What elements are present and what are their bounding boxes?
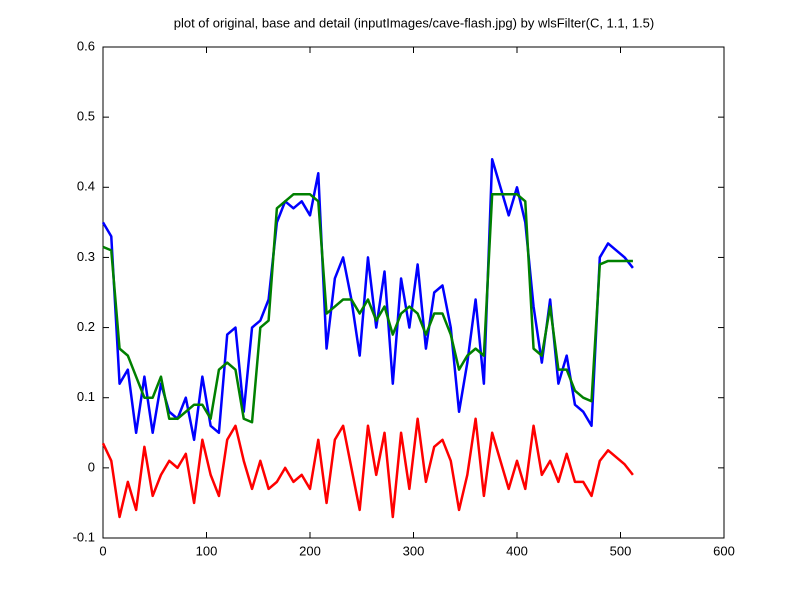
y-tick-label: 0.3: [77, 249, 95, 264]
chart-title: plot of original, base and detail (input…: [174, 15, 655, 30]
x-tick-label: 0: [99, 543, 106, 558]
x-tick-label: 500: [610, 543, 632, 558]
y-tick-label: 0.1: [77, 389, 95, 404]
series-line: [101, 417, 634, 519]
y-tick-label: -0.1: [73, 529, 95, 544]
x-tick-label: 300: [403, 543, 425, 558]
x-tick-label: 200: [299, 543, 321, 558]
x-tick-label: 400: [506, 543, 528, 558]
y-tick-label: 0.5: [77, 109, 95, 124]
y-tick-label: 0.6: [77, 38, 95, 53]
y-tick-label: 0.4: [77, 179, 95, 194]
x-tick-label: 100: [196, 543, 218, 558]
x-tick-label: 600: [713, 543, 735, 558]
y-tick-label: 0: [88, 459, 95, 474]
y-tick-label: 0.2: [77, 319, 95, 334]
series-line: [102, 193, 633, 424]
